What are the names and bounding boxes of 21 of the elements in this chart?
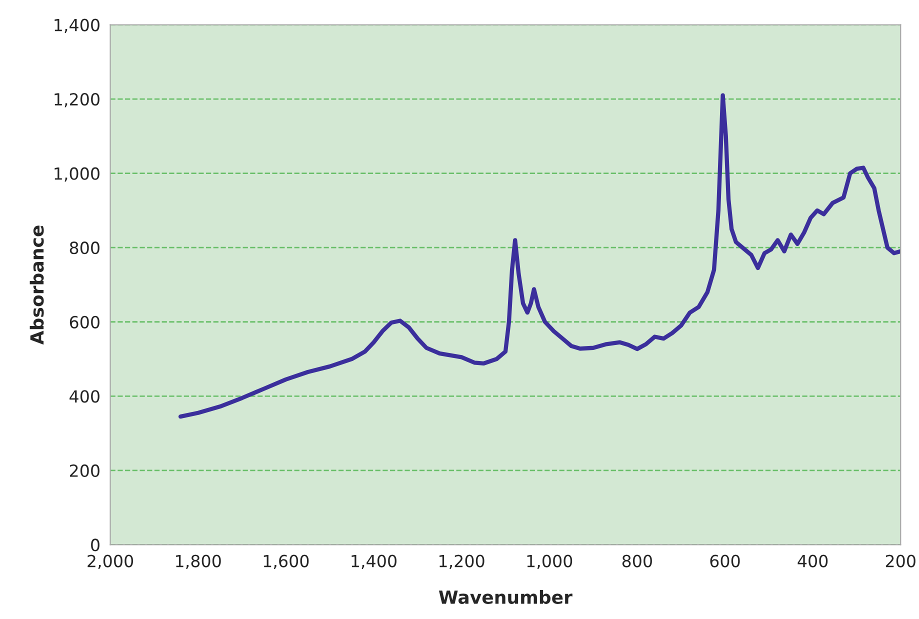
- x-tick-label: 2,000: [88, 554, 134, 570]
- x-tick-label: 1,400: [352, 554, 396, 570]
- y-axis-title: Absorbance: [30, 226, 44, 345]
- x-tick-label: 400: [798, 554, 828, 568]
- x-tick-label: 1,600: [264, 554, 309, 570]
- x-tick-label: 200: [886, 554, 916, 568]
- y-tick-label: 600: [70, 316, 100, 328]
- y-tick-label: 0: [91, 538, 100, 552]
- y-tick-label: 800: [70, 242, 100, 254]
- line-series: [178, 93, 901, 419]
- y-tick-label: 400: [70, 390, 100, 403]
- y-tick-label: 1,200: [54, 93, 100, 108]
- x-tick-label: 1,200: [440, 554, 484, 570]
- x-tick-label: 800: [622, 554, 652, 568]
- x-tick-label: 1,000: [527, 554, 572, 570]
- x-axis-title: Wavenumber: [438, 590, 572, 604]
- y-tick-label: 1,400: [54, 18, 100, 34]
- x-tick-label: 600: [710, 554, 740, 568]
- x-tick-label: 1,800: [176, 554, 221, 570]
- y-tick-label: 200: [70, 464, 100, 478]
- y-tick-label: 1,000: [54, 167, 100, 182]
